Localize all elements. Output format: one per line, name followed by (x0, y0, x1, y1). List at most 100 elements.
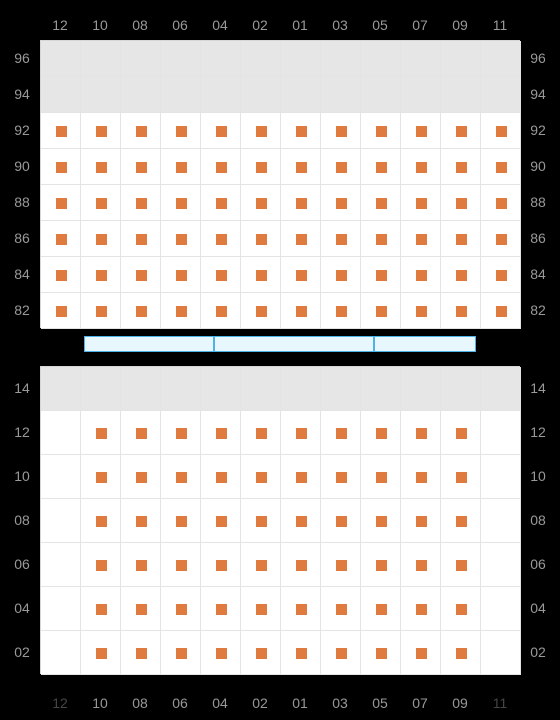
bottom-seat-marker[interactable] (376, 604, 387, 615)
bottom-seat-marker[interactable] (96, 604, 107, 615)
top-seat-marker[interactable] (416, 198, 427, 209)
top-seat-marker[interactable] (216, 198, 227, 209)
top-seat-marker[interactable] (416, 162, 427, 173)
top-seat-marker[interactable] (216, 234, 227, 245)
top-seat-marker[interactable] (336, 270, 347, 281)
top-seat-marker[interactable] (416, 306, 427, 317)
bottom-seat-marker[interactable] (456, 648, 467, 659)
bottom-seat-marker[interactable] (256, 648, 267, 659)
top-seat-marker[interactable] (376, 198, 387, 209)
top-seat-marker[interactable] (176, 162, 187, 173)
top-seat-marker[interactable] (256, 198, 267, 209)
top-seat-marker[interactable] (176, 306, 187, 317)
top-seat-marker[interactable] (256, 234, 267, 245)
top-seat-marker[interactable] (96, 270, 107, 281)
bottom-seat-marker[interactable] (216, 516, 227, 527)
bottom-seat-marker[interactable] (296, 604, 307, 615)
bottom-seat-marker[interactable] (376, 648, 387, 659)
top-seat-marker[interactable] (496, 198, 507, 209)
bottom-seat-marker[interactable] (96, 516, 107, 527)
bottom-seat-marker[interactable] (136, 604, 147, 615)
top-seat-marker[interactable] (496, 234, 507, 245)
top-seat-marker[interactable] (416, 126, 427, 137)
top-seat-marker[interactable] (136, 126, 147, 137)
top-seat-marker[interactable] (416, 234, 427, 245)
top-seat-marker[interactable] (456, 270, 467, 281)
bottom-seat-marker[interactable] (256, 472, 267, 483)
bottom-seat-marker[interactable] (416, 428, 427, 439)
bottom-seat-marker[interactable] (336, 516, 347, 527)
top-seat-marker[interactable] (136, 198, 147, 209)
top-seat-marker[interactable] (256, 162, 267, 173)
bottom-seat-marker[interactable] (376, 516, 387, 527)
bottom-seat-marker[interactable] (176, 472, 187, 483)
bottom-seat-marker[interactable] (96, 560, 107, 571)
bottom-seat-marker[interactable] (96, 472, 107, 483)
bottom-seat-marker[interactable] (376, 560, 387, 571)
bottom-seat-marker[interactable] (376, 472, 387, 483)
top-seat-marker[interactable] (256, 126, 267, 137)
bottom-seat-marker[interactable] (416, 516, 427, 527)
top-seat-marker[interactable] (56, 162, 67, 173)
top-seat-marker[interactable] (216, 270, 227, 281)
bottom-seat-marker[interactable] (416, 472, 427, 483)
top-seat-marker[interactable] (56, 198, 67, 209)
top-seat-marker[interactable] (456, 126, 467, 137)
bottom-seat-marker[interactable] (416, 648, 427, 659)
top-seat-marker[interactable] (456, 198, 467, 209)
bottom-seat-marker[interactable] (416, 560, 427, 571)
top-seat-marker[interactable] (456, 162, 467, 173)
bottom-seat-marker[interactable] (136, 428, 147, 439)
top-seat-marker[interactable] (496, 306, 507, 317)
bottom-seat-marker[interactable] (136, 560, 147, 571)
top-seat-marker[interactable] (56, 306, 67, 317)
top-seat-marker[interactable] (296, 234, 307, 245)
bottom-seat-marker[interactable] (296, 472, 307, 483)
bottom-seat-marker[interactable] (136, 516, 147, 527)
top-seat-marker[interactable] (496, 162, 507, 173)
bottom-seat-marker[interactable] (256, 428, 267, 439)
top-seat-marker[interactable] (96, 306, 107, 317)
top-seat-marker[interactable] (256, 306, 267, 317)
top-seat-marker[interactable] (136, 270, 147, 281)
bottom-seat-marker[interactable] (216, 604, 227, 615)
top-seat-marker[interactable] (376, 234, 387, 245)
top-seat-marker[interactable] (96, 198, 107, 209)
bottom-seat-marker[interactable] (296, 648, 307, 659)
bottom-seat-marker[interactable] (216, 472, 227, 483)
bottom-seat-marker[interactable] (456, 516, 467, 527)
bottom-seat-marker[interactable] (456, 560, 467, 571)
bottom-seat-marker[interactable] (216, 560, 227, 571)
top-seat-marker[interactable] (216, 126, 227, 137)
top-seat-marker[interactable] (376, 126, 387, 137)
bottom-seat-marker[interactable] (216, 428, 227, 439)
top-seat-marker[interactable] (456, 234, 467, 245)
bottom-seat-marker[interactable] (176, 516, 187, 527)
top-seat-marker[interactable] (176, 198, 187, 209)
bottom-seat-marker[interactable] (296, 428, 307, 439)
top-seat-marker[interactable] (336, 306, 347, 317)
top-seat-marker[interactable] (336, 126, 347, 137)
top-seat-marker[interactable] (136, 306, 147, 317)
bottom-seat-marker[interactable] (336, 560, 347, 571)
top-seat-marker[interactable] (136, 162, 147, 173)
top-seat-marker[interactable] (96, 234, 107, 245)
bottom-seat-marker[interactable] (176, 428, 187, 439)
bottom-seat-marker[interactable] (296, 516, 307, 527)
top-seat-marker[interactable] (56, 270, 67, 281)
bottom-seat-marker[interactable] (216, 648, 227, 659)
bottom-seat-marker[interactable] (336, 472, 347, 483)
top-seat-marker[interactable] (96, 126, 107, 137)
top-seat-marker[interactable] (376, 306, 387, 317)
top-seat-marker[interactable] (296, 270, 307, 281)
top-seat-marker[interactable] (336, 162, 347, 173)
top-seat-marker[interactable] (96, 162, 107, 173)
top-seat-marker[interactable] (176, 270, 187, 281)
bottom-seat-marker[interactable] (176, 648, 187, 659)
top-seat-marker[interactable] (336, 198, 347, 209)
top-seat-marker[interactable] (136, 234, 147, 245)
bottom-seat-marker[interactable] (176, 560, 187, 571)
bottom-seat-marker[interactable] (456, 428, 467, 439)
top-seat-marker[interactable] (296, 198, 307, 209)
bottom-seat-marker[interactable] (256, 516, 267, 527)
